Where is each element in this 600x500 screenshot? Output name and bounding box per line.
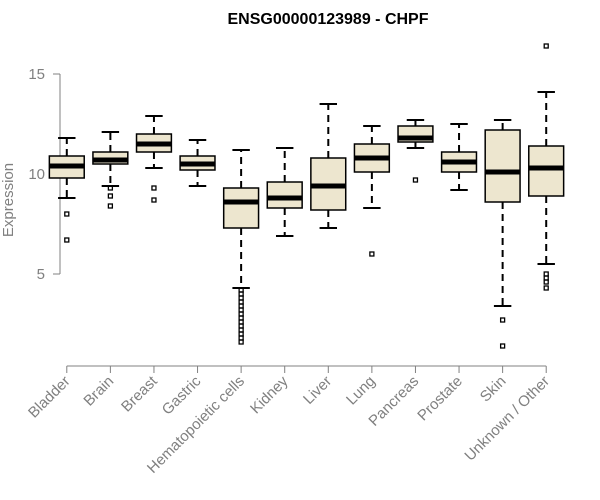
box-iqr: [266, 181, 303, 209]
boxplot-liver: [310, 103, 347, 229]
boxplot-hematopoietic-cells: [222, 149, 260, 345]
outlier-point: [543, 43, 549, 49]
y-tick-label: 5: [37, 266, 45, 283]
boxplot-prostate: [440, 123, 478, 191]
outlier-point: [151, 185, 157, 191]
x-tick-label: Skin: [477, 373, 510, 406]
x-tick-label: Lung: [343, 373, 379, 409]
boxplot-pancreas: [397, 119, 434, 183]
boxplot-skin: [484, 119, 521, 349]
boxplot-gastric: [179, 139, 216, 187]
box-iqr: [528, 145, 565, 197]
boxplots: [48, 43, 565, 349]
outlier-point: [499, 343, 506, 349]
x-tick-label: Bladder: [25, 373, 74, 422]
chart-title: ENSG00000123989 - CHPF: [228, 11, 429, 28]
outlier-point: [107, 193, 114, 199]
x-tick-label: Breast: [118, 372, 161, 415]
boxplot-bladder: [48, 137, 85, 243]
x-tick-label: Prostate: [414, 373, 466, 425]
outlier-point: [369, 251, 375, 257]
outlier-point: [107, 185, 114, 191]
y-tick-label: 10: [28, 166, 45, 183]
outlier-point: [499, 317, 506, 323]
outlier-point: [412, 177, 419, 183]
outlier-point: [151, 197, 157, 203]
boxplot-unknown-other: [528, 43, 565, 291]
y-axis-label: Expression: [0, 163, 17, 237]
outlier-point: [238, 339, 244, 345]
outlier-point: [543, 279, 549, 285]
boxplot-kidney: [266, 147, 303, 237]
y-tick-label: 15: [28, 66, 45, 83]
outlier-point: [543, 285, 549, 291]
box-iqr: [484, 129, 521, 203]
box-iqr: [222, 187, 260, 229]
outlier-point: [64, 211, 70, 217]
boxplot-lung: [353, 125, 391, 257]
outlier-point: [107, 203, 114, 209]
boxplot-breast: [135, 115, 173, 203]
x-tick-label: Brain: [80, 373, 117, 410]
x-tick-label: Liver: [300, 373, 335, 408]
outlier-point: [64, 237, 70, 243]
boxplot-brain: [92, 131, 129, 209]
y-ticks: 5 10 15: [28, 66, 60, 283]
x-tick-label: Kidney: [247, 372, 292, 417]
